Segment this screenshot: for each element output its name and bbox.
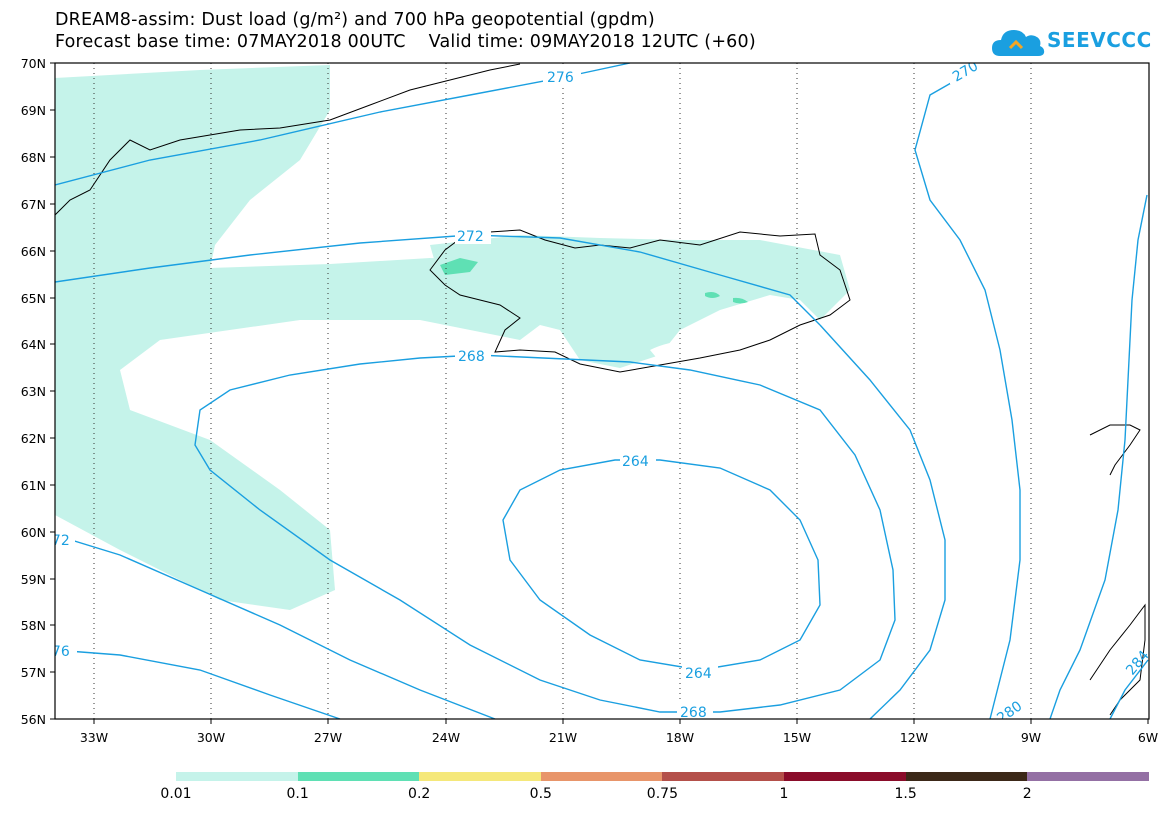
svg-text:68N: 68N xyxy=(21,150,46,165)
svg-text:62N: 62N xyxy=(21,431,46,446)
axis-ticks xyxy=(50,62,1149,724)
colorbar-segment xyxy=(905,772,1028,781)
colorbar-label: 1.5 xyxy=(894,786,917,802)
svg-text:284: 284 xyxy=(1123,648,1152,679)
dust-iceland xyxy=(430,235,850,368)
svg-text:27W: 27W xyxy=(314,730,342,745)
latitude-labels: 70N 69N 68N 67N 66N 65N 64N 63N 62N 61N … xyxy=(21,56,46,727)
logo-text: SEEVCCC xyxy=(1047,28,1152,52)
svg-text:70N: 70N xyxy=(21,56,46,71)
svg-text:268: 268 xyxy=(458,349,485,365)
svg-text:60N: 60N xyxy=(21,525,46,540)
svg-text:276: 276 xyxy=(547,70,574,86)
dust-patch xyxy=(440,258,478,275)
colorbar-label: 0.01 xyxy=(160,786,192,802)
dust-patch xyxy=(733,297,748,304)
svg-text:9W: 9W xyxy=(1021,730,1041,745)
svg-text:56N: 56N xyxy=(21,712,46,727)
svg-text:15W: 15W xyxy=(783,730,811,745)
svg-text:30W: 30W xyxy=(197,730,225,745)
dust-plume-west xyxy=(55,65,560,610)
colorbar xyxy=(176,772,1149,781)
svg-text:66N: 66N xyxy=(21,244,46,259)
svg-text:33W: 33W xyxy=(80,730,108,745)
svg-text:12W: 12W xyxy=(900,730,928,745)
colorbar-label: 0.1 xyxy=(286,786,309,802)
svg-text:276: 276 xyxy=(43,644,70,660)
colorbar-label: 1 xyxy=(779,786,789,802)
svg-text:58N: 58N xyxy=(21,618,46,633)
svg-text:6W: 6W xyxy=(1138,730,1158,745)
colorbar-label: 0.75 xyxy=(646,786,678,802)
svg-text:264: 264 xyxy=(685,666,712,682)
colorbar-segment xyxy=(419,772,541,781)
svg-text:272: 272 xyxy=(43,533,70,549)
svg-text:63N: 63N xyxy=(21,384,46,399)
longitude-labels: 33W 30W 27W 24W 21W 18W 15W 12W 9W 6W xyxy=(80,730,1158,745)
colorbar-label: 0.5 xyxy=(529,786,552,802)
cloud-icon xyxy=(992,30,1045,56)
colorbar-segment xyxy=(1027,772,1149,781)
svg-text:57N: 57N xyxy=(21,665,46,680)
svg-text:64N: 64N xyxy=(21,337,46,352)
svg-text:67N: 67N xyxy=(21,197,46,212)
svg-text:268: 268 xyxy=(680,705,707,721)
map-subtitle: Forecast base time: 07MAY2018 00UTC Vali… xyxy=(55,32,756,52)
colorbar-label: 0.2 xyxy=(408,786,431,802)
svg-text:21W: 21W xyxy=(549,730,577,745)
svg-text:61N: 61N xyxy=(21,478,46,493)
svg-text:264: 264 xyxy=(622,454,649,470)
svg-text:59N: 59N xyxy=(21,572,46,587)
svg-text:65N: 65N xyxy=(21,291,46,306)
dust-patch xyxy=(705,292,720,298)
svg-text:24W: 24W xyxy=(432,730,460,745)
colorbar-label: 2 xyxy=(1022,786,1032,802)
map-title: DREAM8-assim: Dust load (g/m²) and 700 h… xyxy=(55,10,655,30)
colorbar-segment xyxy=(540,772,663,781)
coastline xyxy=(55,63,1146,716)
svg-text:280: 280 xyxy=(994,698,1025,726)
svg-text:69N: 69N xyxy=(21,103,46,118)
colorbar-segment xyxy=(176,772,298,781)
svg-text:18W: 18W xyxy=(666,730,694,745)
contour-labels: 276 270 272 268 264 264 268 272 276 280 … xyxy=(43,63,1152,726)
colorbar-segment xyxy=(297,772,420,781)
svg-text:272: 272 xyxy=(457,229,484,245)
colorbar-segment xyxy=(783,772,906,781)
colorbar-segment xyxy=(662,772,784,781)
